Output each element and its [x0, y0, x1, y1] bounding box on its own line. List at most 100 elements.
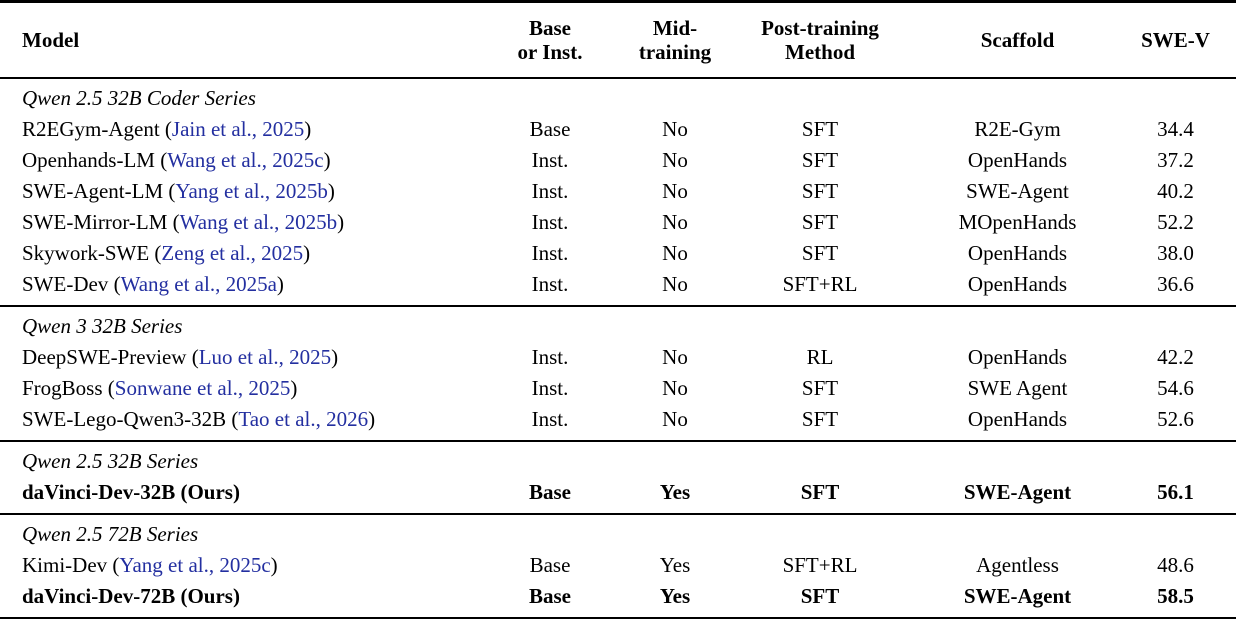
table-section: Qwen 2.5 72B Series Kimi-Dev (Yang et al.… — [0, 514, 1236, 618]
base-or-inst-cell: Inst. — [531, 376, 569, 400]
mid-training-cell: No — [662, 148, 688, 172]
swe-v-score-cell: 58.5 — [1157, 584, 1194, 608]
post-training-method-cell: SFT — [801, 117, 839, 141]
scaffold-cell: MOpenHands — [958, 210, 1077, 234]
table-section: Qwen 3 32B Series DeepSWE-Preview (Luo et… — [0, 306, 1236, 441]
mid-training-cell: No — [662, 272, 688, 296]
table-section: Qwen 2.5 32B Coder Series R2EGym-Agent (J… — [0, 78, 1236, 306]
mid-training-cell: No — [662, 210, 688, 234]
column-header-swe-v: SWE-V — [1115, 2, 1236, 79]
column-header-post-training-method: Post-training Method — [761, 15, 879, 64]
column-header-mid-training: Mid- training — [638, 15, 712, 64]
swe-v-score-cell: 37.2 — [1157, 148, 1194, 172]
citation-link[interactable]: Yang et al., 2025c — [119, 553, 271, 577]
mid-training-cell: No — [662, 376, 688, 400]
swe-v-score-cell: 34.4 — [1157, 117, 1194, 141]
citation-link[interactable]: Wang et al., 2025b — [179, 210, 338, 234]
model-name: Openhands-LM — [22, 148, 155, 172]
series-label: Qwen 2.5 32B Coder Series — [22, 86, 256, 110]
column-header-scaffold-label: Scaffold — [980, 27, 1055, 52]
mid-training-cell: No — [662, 407, 688, 431]
series-label-row: Qwen 2.5 72B Series — [0, 514, 1236, 550]
model-cell: daVinci-Dev-72B (Ours) — [0, 581, 470, 618]
swe-v-score-cell: 52.2 — [1157, 210, 1194, 234]
series-label-row: Qwen 2.5 32B Coder Series — [0, 78, 1236, 114]
base-or-inst-cell: Inst. — [531, 179, 569, 203]
model-name: SWE-Agent-LM — [22, 179, 164, 203]
post-training-method-cell: SFT+RL — [782, 553, 858, 577]
scaffold-cell: OpenHands — [967, 345, 1068, 369]
model-name: SWE-Lego-Qwen3-32B — [22, 407, 227, 431]
column-header-base-or-inst: Base or Inst. — [517, 15, 583, 64]
table-row: SWE-Dev (Wang et al., 2025a) Inst. No SFT+R… — [0, 269, 1236, 306]
table-section: Qwen 2.5 32B Series daVinci-Dev-32B (Ours… — [0, 441, 1236, 514]
series-label: Qwen 2.5 72B Series — [22, 522, 199, 546]
series-label-row: Qwen 3 32B Series — [0, 306, 1236, 342]
base-or-inst-cell: Inst. — [531, 272, 569, 296]
citation-link[interactable]: Jain et al., 2025 — [171, 117, 305, 141]
citation-link[interactable]: Zeng et al., 2025 — [161, 241, 304, 265]
mid-training-cell: No — [662, 117, 688, 141]
post-training-method-cell: SFT — [801, 179, 839, 203]
scaffold-cell: SWE-Agent — [963, 480, 1072, 504]
model-cell: Skywork-SWE (Zeng et al., 2025) — [22, 241, 311, 265]
model-name: daVinci-Dev-32B (Ours) — [22, 480, 240, 504]
citation-link[interactable]: Wang et al., 2025c — [167, 148, 324, 172]
model-name: daVinci-Dev-72B (Ours) — [22, 584, 240, 608]
base-or-inst-cell: Base — [529, 584, 571, 608]
table-row: SWE-Agent-LM (Yang et al., 2025b) Inst. No… — [0, 176, 1236, 207]
base-or-inst-cell: Inst. — [531, 148, 569, 172]
model-cell: SWE-Lego-Qwen3-32B (Tao et al., 2026) — [22, 407, 376, 431]
table-row: Skywork-SWE (Zeng et al., 2025) Inst. No SF… — [0, 238, 1236, 269]
mid-training-cell: Yes — [659, 553, 691, 577]
base-or-inst-cell: Base — [529, 553, 571, 577]
header-row: Model Base or Inst. Mid- training Post-t… — [0, 2, 1236, 79]
citation-link[interactable]: Luo et al., 2025 — [198, 345, 332, 369]
column-header-scaffold: Scaffold — [920, 2, 1115, 79]
post-training-method-cell: SFT — [801, 241, 839, 265]
post-training-method-cell: SFT — [801, 148, 839, 172]
scaffold-cell: R2E-Gym — [974, 117, 1061, 141]
scaffold-cell: OpenHands — [967, 407, 1068, 431]
scaffold-cell: SWE-Agent — [966, 179, 1069, 203]
citation-link[interactable]: Sonwane et al., 2025 — [114, 376, 291, 400]
series-label: Qwen 2.5 32B Series — [22, 449, 199, 473]
scaffold-cell: OpenHands — [967, 241, 1068, 265]
table-row: Openhands-LM (Wang et al., 2025c) Inst. No… — [0, 145, 1236, 176]
table-row: daVinci-Dev-72B (Ours) Base Yes SFT SWE-Agen… — [0, 581, 1236, 618]
scaffold-cell: OpenHands — [967, 148, 1068, 172]
post-training-method-cell: SFT — [800, 480, 840, 504]
scaffold-cell: SWE Agent — [967, 376, 1068, 400]
post-training-method-cell: SFT+RL — [782, 272, 858, 296]
base-or-inst-cell: Base — [529, 117, 571, 141]
column-header-model-label: Model — [22, 27, 80, 52]
swe-v-score-cell: 38.0 — [1157, 241, 1194, 265]
table-row: DeepSWE-Preview (Luo et al., 2025) Inst. N… — [0, 342, 1236, 373]
series-label: Qwen 3 32B Series — [22, 314, 183, 338]
model-name: Skywork-SWE — [22, 241, 150, 265]
mid-training-cell: Yes — [659, 584, 691, 608]
model-cell: Openhands-LM (Wang et al., 2025c) — [22, 148, 331, 172]
citation-link[interactable]: Tao et al., 2026 — [238, 407, 369, 431]
mid-training-cell: No — [662, 179, 688, 203]
table-row: SWE-Mirror-LM (Wang et al., 2025b) Inst. N… — [0, 207, 1236, 238]
base-or-inst-cell: Inst. — [531, 241, 569, 265]
model-cell: SWE-Dev (Wang et al., 2025a) — [22, 272, 284, 296]
table-row: SWE-Lego-Qwen3-32B (Tao et al., 2026) Ins… — [0, 404, 1236, 441]
swe-v-score-cell: 36.6 — [1157, 272, 1194, 296]
mid-training-cell: Yes — [659, 480, 691, 504]
column-header-swe-v-label: SWE-V — [1141, 27, 1210, 52]
citation-link[interactable]: Yang et al., 2025b — [175, 179, 328, 203]
base-or-inst-cell: Inst. — [531, 407, 569, 431]
scaffold-cell: Agentless — [976, 553, 1059, 577]
table-row: Kimi-Dev (Yang et al., 2025c) Base Yes SFT+… — [0, 550, 1236, 581]
series-label-row: Qwen 2.5 32B Series — [0, 441, 1236, 477]
mid-training-cell: No — [662, 241, 688, 265]
citation-link[interactable]: Wang et al., 2025a — [120, 272, 277, 296]
swe-v-score-cell: 54.6 — [1157, 376, 1194, 400]
model-cell: DeepSWE-Preview (Luo et al., 2025) — [22, 345, 339, 369]
model-name: Kimi-Dev — [22, 553, 108, 577]
model-cell: Kimi-Dev (Yang et al., 2025c) — [22, 553, 278, 577]
model-name: DeepSWE-Preview — [22, 345, 187, 369]
